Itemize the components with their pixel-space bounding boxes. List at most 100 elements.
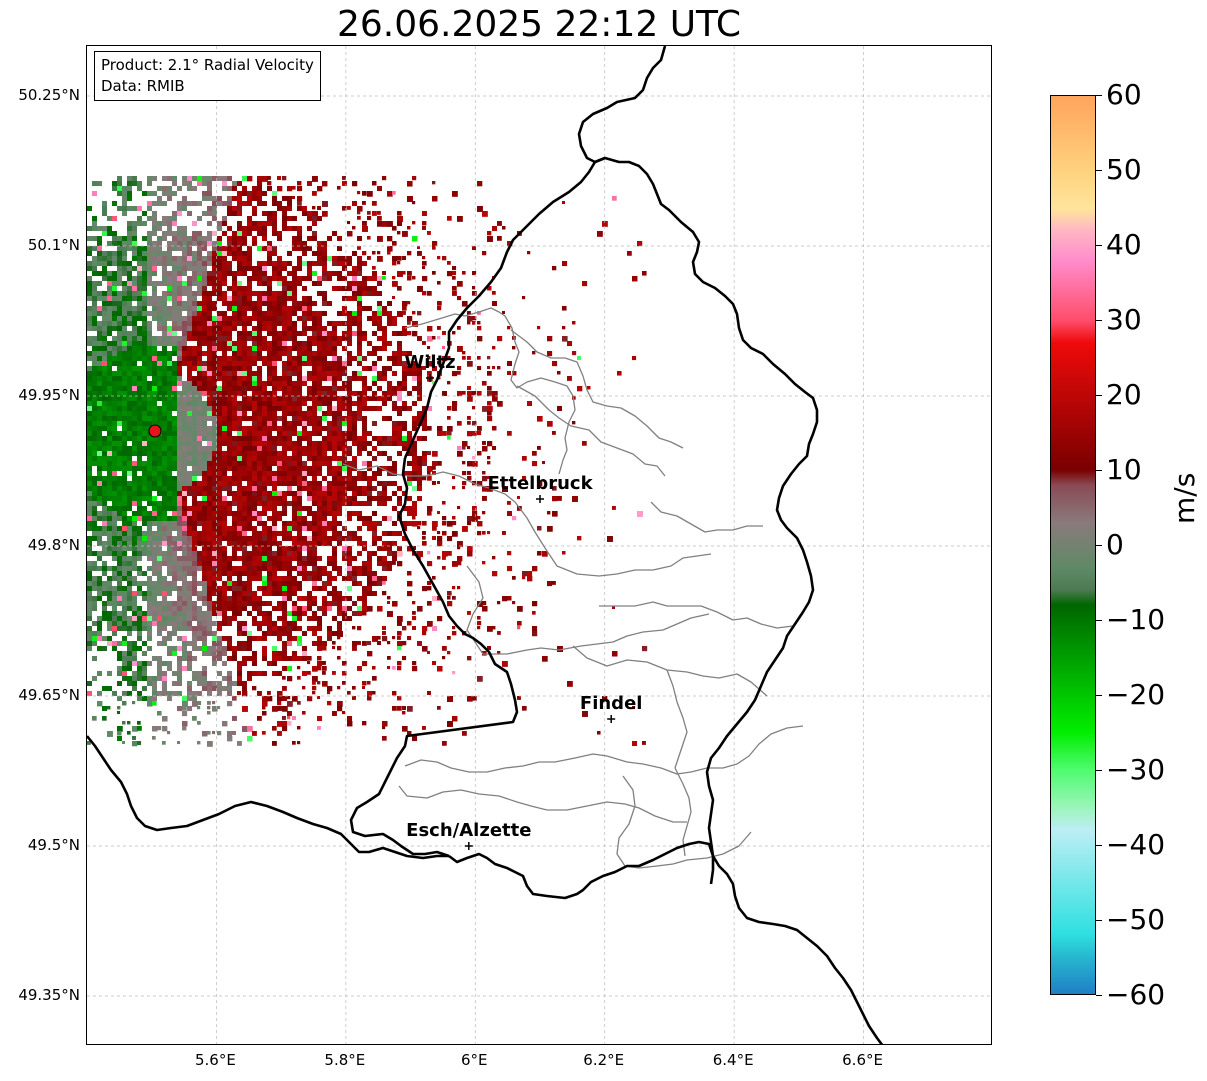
velocity-echo-cell (242, 201, 247, 206)
velocity-echo-cell (432, 366, 438, 372)
velocity-echo-cell (357, 436, 362, 441)
velocity-echo-cell (152, 616, 157, 621)
velocity-echo-cell (202, 551, 207, 556)
velocity-echo-cell (102, 491, 107, 496)
velocity-echo-cell (287, 566, 292, 571)
velocity-echo-cell (287, 406, 292, 411)
velocity-echo-cell (222, 486, 227, 491)
velocity-echo-cell (632, 356, 637, 361)
velocity-echo-cell (242, 336, 247, 341)
velocity-echo-cell (282, 616, 287, 621)
velocity-echo-cell (297, 186, 303, 192)
velocity-echo-cell (372, 526, 377, 531)
velocity-echo-cell (177, 381, 182, 386)
velocity-echo-cell (392, 491, 397, 496)
velocity-echo-cell (172, 266, 177, 271)
velocity-echo-cell (322, 606, 327, 611)
velocity-echo-cell (237, 246, 242, 251)
velocity-echo-cell (197, 371, 202, 376)
velocity-echo-cell (92, 326, 97, 331)
velocity-echo-cell (187, 611, 192, 616)
velocity-echo-cell (377, 436, 382, 441)
velocity-echo-cell (437, 281, 441, 285)
velocity-echo-cell (142, 236, 147, 241)
velocity-echo-cell (102, 446, 107, 451)
velocity-echo-cell (162, 386, 167, 391)
velocity-echo-cell (177, 466, 182, 471)
velocity-echo-cell (382, 541, 387, 546)
velocity-echo-cell (177, 481, 182, 486)
velocity-echo-cell (122, 436, 127, 441)
velocity-echo-cell (362, 641, 367, 646)
velocity-echo-cell (132, 546, 137, 551)
velocity-echo-cell (257, 176, 263, 182)
velocity-echo-cell (247, 441, 252, 446)
velocity-echo-cell (197, 406, 202, 411)
velocity-echo-cell (127, 451, 132, 456)
velocity-echo-cell (87, 526, 92, 531)
velocity-echo-cell (182, 491, 187, 496)
velocity-echo-cell (462, 301, 468, 307)
velocity-echo-cell (147, 231, 152, 236)
velocity-echo-cell (277, 426, 282, 431)
velocity-echo-cell (107, 281, 112, 286)
velocity-echo-cell (417, 551, 423, 557)
velocity-echo-cell (247, 281, 252, 286)
velocity-echo-cell (207, 316, 212, 321)
velocity-echo-cell (492, 226, 498, 232)
velocity-echo-cell (162, 511, 167, 516)
velocity-echo-cell (152, 481, 157, 486)
velocity-echo-cell (237, 521, 242, 526)
velocity-echo-cell (127, 291, 132, 296)
velocity-echo-cell (122, 611, 127, 616)
velocity-echo-cell (287, 226, 292, 231)
radar-map[interactable]: Wiltz Ettelbruck Findel Esch/Alzette (86, 45, 992, 1045)
velocity-echo-cell (417, 526, 421, 530)
velocity-echo-cell (117, 441, 122, 446)
velocity-echo-cell (572, 351, 577, 356)
velocity-echo-cell (192, 356, 197, 361)
velocity-echo-cell (232, 361, 237, 366)
velocity-echo-cell (602, 221, 608, 227)
velocity-echo-cell (132, 596, 137, 601)
velocity-echo-cell (92, 216, 97, 221)
velocity-echo-cell (252, 351, 257, 356)
velocity-echo-cell (247, 561, 252, 566)
velocity-echo-cell (122, 476, 127, 481)
velocity-echo-cell (312, 416, 317, 421)
velocity-echo-cell (157, 556, 162, 561)
velocity-echo-cell (297, 616, 302, 621)
velocity-echo-cell (282, 296, 287, 301)
velocity-echo-cell (352, 226, 356, 230)
velocity-echo-cell (352, 511, 357, 516)
velocity-echo-cell (337, 271, 342, 276)
velocity-echo-cell (92, 351, 97, 356)
velocity-echo-cell (457, 216, 463, 222)
velocity-echo-cell (412, 616, 417, 621)
velocity-echo-cell (97, 436, 102, 441)
velocity-echo-cell (167, 241, 172, 246)
velocity-echo-cell (447, 436, 451, 440)
velocity-echo-cell (252, 211, 257, 216)
velocity-echo-cell (152, 601, 157, 606)
velocity-echo-cell (382, 636, 388, 642)
velocity-echo-cell (412, 446, 417, 451)
velocity-echo-cell (112, 276, 117, 281)
velocity-echo-cell (137, 446, 142, 451)
velocity-echo-cell (97, 406, 102, 411)
velocity-echo-cell (317, 316, 322, 321)
velocity-echo-cell (122, 586, 127, 591)
velocity-echo-cell (242, 416, 247, 421)
velocity-echo-cell (252, 571, 257, 576)
velocity-echo-cell (387, 551, 392, 556)
velocity-echo-cell (352, 421, 357, 426)
velocity-echo-cell (277, 551, 282, 556)
velocity-echo-cell (122, 201, 127, 206)
velocity-echo-cell (497, 366, 501, 370)
velocity-echo-cell (142, 476, 147, 481)
velocity-echo-cell (97, 371, 102, 376)
velocity-echo-cell (192, 491, 197, 496)
velocity-echo-cell (167, 246, 172, 251)
velocity-echo-cell (222, 381, 227, 386)
velocity-echo-cell (352, 491, 357, 496)
